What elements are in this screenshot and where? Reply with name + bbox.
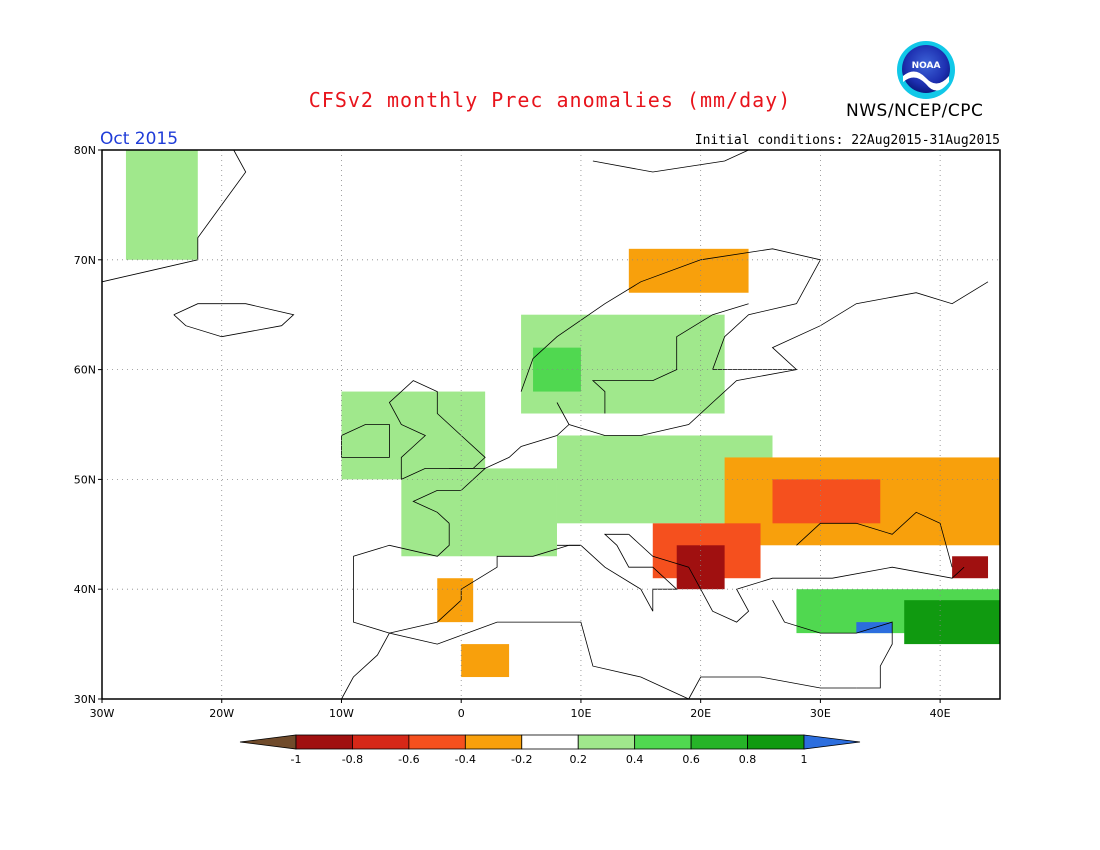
lat-tick-label: 40N <box>74 583 96 596</box>
coastline-segment <box>341 621 689 700</box>
anomaly-region-balkans-core-dry <box>676 545 725 590</box>
lon-tick-label: 10W <box>329 707 354 720</box>
colorbar-swatch <box>577 734 636 750</box>
colorbar-label: -0.8 <box>342 753 363 766</box>
noaa-logo: NOAA <box>897 41 955 99</box>
anomaly-region-north-africa-dry <box>461 644 510 678</box>
coastline-segment <box>556 369 797 436</box>
coastline-segment <box>520 248 989 392</box>
coastline-segment <box>796 511 953 568</box>
lon-tick-label: 30E <box>810 707 831 720</box>
coastline-segment <box>688 676 857 700</box>
colorbar-swatch <box>747 734 805 750</box>
colorbar-swatch <box>634 734 692 750</box>
colorbar-swatch <box>464 734 523 750</box>
coastline-segment <box>557 533 678 612</box>
coastline-segment <box>341 424 390 458</box>
initial-conditions: Initial conditions: 22Aug2015-31Aug2015 <box>694 133 1000 148</box>
latitude-ticks: 80N 70N 60N 50N 40N 30N <box>74 144 102 706</box>
lat-tick-label: 50N <box>74 473 96 486</box>
anomaly-region-sw-norway-wet <box>533 347 581 392</box>
lon-tick-label: 40E <box>930 707 951 720</box>
chart-title: CFSv2 monthly Prec anomalies (mm/day) <box>308 88 792 112</box>
coastline-segment <box>592 149 749 173</box>
lon-tick-label: 20W <box>209 707 234 720</box>
coastline-segment <box>173 303 295 338</box>
colorbar-label: 1 <box>801 753 808 766</box>
coastline-segment <box>412 468 486 524</box>
lon-tick-label: 10E <box>570 707 591 720</box>
coastline-segment <box>353 523 450 557</box>
colorbar-swatch <box>408 734 466 750</box>
logo-disc <box>902 45 950 93</box>
coastline-segment <box>591 303 749 414</box>
lat-tick-label: 80N <box>74 144 96 157</box>
colorbar-swatch <box>690 734 748 750</box>
colorbar: -1 -0.8 -0.6 -0.4 -0.2 0.2 0.4 0.6 0.8 1 <box>239 734 861 766</box>
anomaly-region-east-turkey-wetter <box>904 600 1000 645</box>
agency-label: NWS/NCEP/CPC <box>846 101 984 121</box>
coastline-segment <box>353 544 581 634</box>
anomaly-region-france-wet <box>401 468 557 557</box>
lat-tick-label: 70N <box>74 254 96 267</box>
colorbar-label: 0.6 <box>682 753 700 766</box>
coastline-segment <box>101 149 247 283</box>
anomaly-region-north-norway-dry <box>628 248 749 293</box>
colorbar-label: 0.4 <box>626 753 644 766</box>
lon-tick-label: 30W <box>90 707 115 720</box>
anomaly-region-british-isles-wet <box>341 391 486 480</box>
anomaly-regions <box>125 150 1000 678</box>
coastlines <box>101 149 989 700</box>
coastline-segment <box>388 380 486 480</box>
coastline-segment <box>772 600 893 689</box>
colorbar-label: -0.2 <box>511 753 532 766</box>
coastline-segment <box>449 424 570 469</box>
lat-tick-label: 60N <box>74 364 96 377</box>
lon-tick-label: 0 <box>458 707 465 720</box>
lat-tick-label: 30N <box>74 693 96 706</box>
anomaly-region-ukraine-core-dry <box>772 479 881 524</box>
colorbar-swatch <box>295 734 353 750</box>
colorbar-label: 0.8 <box>739 753 757 766</box>
colorbar-label: 0.2 <box>569 753 587 766</box>
colorbar-label: -0.4 <box>455 753 476 766</box>
colorbar-max-arrow <box>803 734 861 750</box>
map-frame <box>101 149 1001 700</box>
anomaly-region-greenland-wet <box>125 150 198 260</box>
colorbar-min-arrow <box>239 734 297 750</box>
logo-bird <box>903 71 949 91</box>
lon-tick-label: 20E <box>690 707 711 720</box>
logo-text: NOAA <box>912 61 941 71</box>
coastline-segment <box>628 534 797 623</box>
colorbar-swatch <box>352 734 410 750</box>
colorbar-swatch <box>521 734 579 750</box>
anomaly-region-caucasus-dry <box>952 556 989 579</box>
colorbar-label: -1 <box>291 753 302 766</box>
longitude-ticks: 30W 20W 10W 0 10E 20E 30E 40E <box>90 699 951 720</box>
colorbar-label: -0.6 <box>398 753 419 766</box>
coastline-segment <box>796 566 965 579</box>
forecast-month: Oct 2015 <box>100 129 179 149</box>
